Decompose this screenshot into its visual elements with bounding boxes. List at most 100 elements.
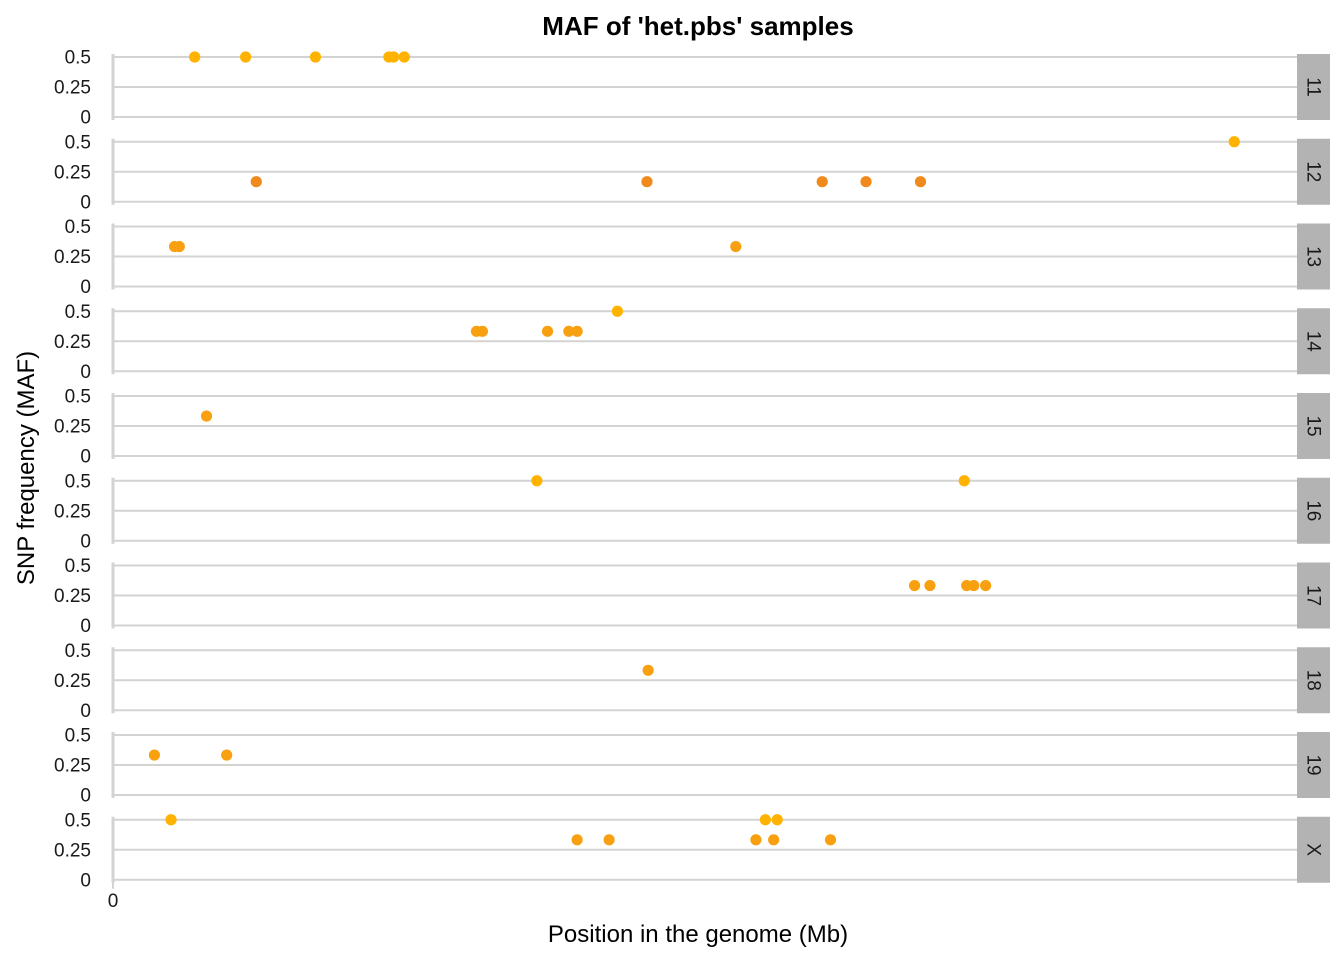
y-tick-label: 0 <box>80 616 91 637</box>
data-point <box>398 51 410 63</box>
y-tick-label: 0.5 <box>65 387 91 408</box>
y-tick-label: 0 <box>80 108 91 129</box>
data-point <box>759 814 771 826</box>
facet-strip <box>1297 477 1330 544</box>
data-point <box>642 664 654 676</box>
y-tick-label: 0.25 <box>54 840 91 861</box>
data-point <box>1228 136 1240 148</box>
panel-13: 0 0.25 0.5 13 <box>54 217 1330 298</box>
data-point <box>860 176 872 188</box>
data-point <box>768 834 780 846</box>
y-tick-label: 0.5 <box>65 302 91 323</box>
data-point <box>200 410 213 422</box>
panel-16: 0 0.25 0.5 16 <box>54 471 1330 552</box>
y-tick-label: 0.25 <box>54 501 91 522</box>
facet-strip <box>1297 562 1330 629</box>
data-point <box>476 325 489 337</box>
data-point <box>571 325 583 337</box>
y-tick-label: 0.5 <box>65 726 91 747</box>
data-point <box>924 579 936 592</box>
y-tick-label: 0.25 <box>54 756 91 777</box>
y-tick-label: 0.25 <box>54 332 91 353</box>
data-point <box>730 240 742 253</box>
facet-strip <box>1297 54 1330 120</box>
data-point <box>148 749 161 761</box>
data-point <box>641 176 653 188</box>
y-tick-label: 0 <box>80 786 91 807</box>
facet-strip-label: X <box>1303 843 1324 856</box>
y-tick-label: 0 <box>80 362 91 383</box>
y-tick-label: 0.25 <box>54 78 91 99</box>
y-tick-label: 0 <box>80 870 91 891</box>
x-tick-label: 0 <box>108 891 119 912</box>
data-point <box>309 51 322 63</box>
data-point <box>824 834 837 846</box>
y-tick-label: 0.25 <box>54 417 91 438</box>
y-tick-label: 0.5 <box>65 217 91 238</box>
data-point <box>388 51 400 63</box>
data-point <box>541 325 554 337</box>
y-axis-label: SNP frequency (MAF) <box>13 351 40 585</box>
chart-title: MAF of 'het.pbs' samples <box>542 11 853 41</box>
data-point <box>165 814 177 826</box>
y-tick-label: 0 <box>80 531 91 552</box>
facet-strip <box>1297 647 1330 714</box>
y-tick-label: 0 <box>80 192 91 213</box>
data-point <box>914 176 927 188</box>
facet-strip <box>1297 816 1330 883</box>
facet-strip <box>1297 138 1330 205</box>
facet-panels: 0 0.25 0.5 11 0 0.25 0.5 12 0 0.25 0.5 13 0 0.25 0.5 14… <box>54 48 1330 891</box>
facet-strip-label: 16 <box>1303 500 1324 521</box>
y-tick-label: 0.5 <box>65 471 91 492</box>
y-tick-label: 0 <box>80 277 91 298</box>
y-tick-label: 0.25 <box>54 586 91 607</box>
x-axis: 0 <box>108 882 119 912</box>
y-tick-label: 0.5 <box>65 132 91 153</box>
data-point <box>771 814 783 826</box>
facet-strip-label: 19 <box>1303 754 1324 775</box>
facet-strip <box>1297 308 1330 375</box>
facet-strip-label: 17 <box>1303 585 1324 606</box>
data-point <box>571 834 583 846</box>
data-point <box>750 834 762 846</box>
data-point <box>611 305 623 317</box>
data-point <box>189 51 201 63</box>
data-point <box>563 325 575 337</box>
panel-18: 0 0.25 0.5 18 <box>54 641 1330 722</box>
data-point <box>221 749 233 761</box>
facet-strip-label: 11 <box>1303 77 1324 97</box>
facet-strip <box>1297 223 1330 290</box>
facet-strip-label: 12 <box>1303 161 1324 182</box>
panel-19: 0 0.25 0.5 19 <box>54 726 1330 807</box>
data-point <box>173 240 185 253</box>
data-point <box>240 51 252 63</box>
panel-14: 0 0.25 0.5 14 <box>54 302 1330 383</box>
data-point <box>603 834 615 846</box>
y-tick-label: 0 <box>80 447 91 468</box>
y-tick-label: 0.25 <box>54 162 91 183</box>
facet-strip <box>1297 393 1330 459</box>
data-point <box>968 579 980 592</box>
facet-strip-label: 15 <box>1303 415 1324 436</box>
facet-strip-label: 13 <box>1303 246 1324 267</box>
panel-11: 0 0.25 0.5 11 <box>54 48 1330 129</box>
y-tick-label: 0.5 <box>65 48 91 69</box>
facet-strip-label: 18 <box>1303 670 1324 691</box>
panel-15: 0 0.25 0.5 15 <box>54 387 1330 468</box>
facet-strip <box>1297 732 1330 798</box>
data-point <box>980 579 992 592</box>
y-tick-label: 0.5 <box>65 641 91 662</box>
y-tick-label: 0.5 <box>65 810 91 831</box>
data-point <box>816 176 828 188</box>
panel-x: 0 0.25 0.5 X <box>54 810 1330 891</box>
data-point <box>250 176 262 188</box>
panel-12: 0 0.25 0.5 12 <box>54 132 1330 213</box>
data-point <box>958 475 970 487</box>
y-tick-label: 0.25 <box>54 671 91 692</box>
facet-strip-label: 14 <box>1303 331 1324 353</box>
y-tick-label: 0.5 <box>65 556 91 577</box>
y-tick-label: 0 <box>80 701 91 722</box>
x-axis-label: Position in the genome (Mb) <box>548 921 848 948</box>
data-point <box>531 475 543 487</box>
